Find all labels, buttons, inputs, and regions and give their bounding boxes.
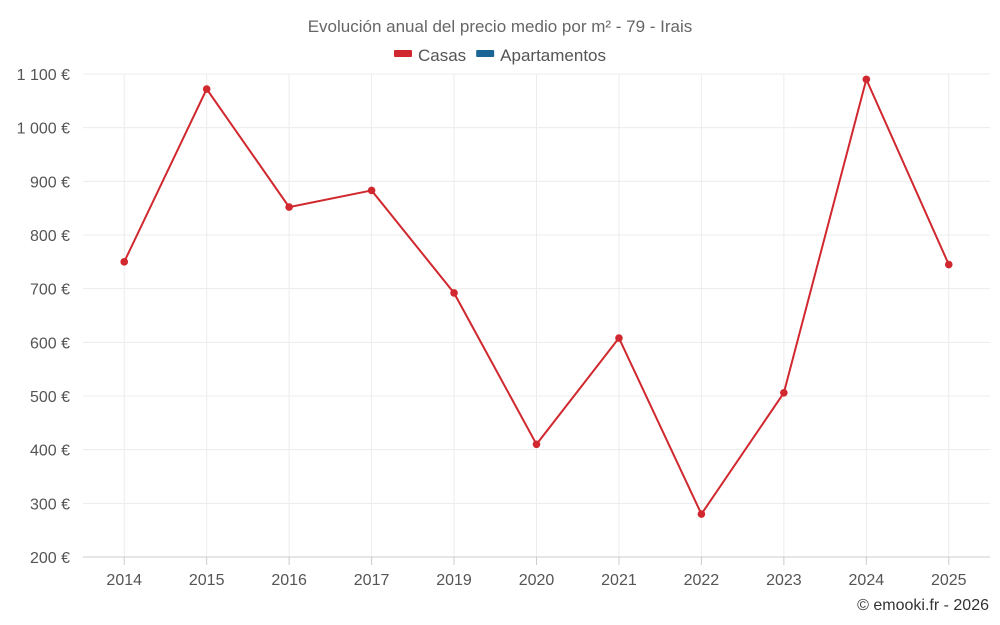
data-point [862,75,871,84]
data-point [450,289,458,297]
y-tick-label: 1 000 € [17,121,70,138]
data-point [780,388,788,397]
y-tick-label: 700 € [30,282,70,299]
y-tick-label: 500 € [30,389,70,406]
data-point [285,203,293,211]
legend-label: Casas [418,46,466,65]
y-tick-label: 1 100 € [17,67,70,84]
data-point [944,260,953,269]
data-point [202,85,211,93]
x-tick-label: 2016 [271,572,307,589]
x-tick-label: 2024 [849,572,885,589]
gridlines [83,73,990,558]
x-tick-label: 2017 [354,572,390,589]
y-tick-label: 200 € [30,550,70,567]
credit-text: © emooki.fr - 2026 [857,597,989,614]
y-tick-label: 800 € [30,228,70,245]
x-tick-label: 2022 [684,572,720,589]
y-tick-label: 600 € [30,335,70,352]
x-tick-label: 2025 [931,572,967,589]
legend-swatch [476,50,495,57]
y-tick-label: 300 € [30,496,70,513]
x-tick-label: 2019 [436,572,472,589]
data-point [367,186,376,195]
legend-swatch [393,50,412,57]
y-tick-label: 900 € [30,174,70,191]
data-point [120,258,129,266]
x-tick-label: 2014 [106,572,142,589]
data-point [615,334,623,342]
legend-item-apartamentos[interactable]: Apartamentos [476,46,606,65]
data-point [532,440,541,449]
x-tick-label: 2023 [766,572,802,589]
legend-label: Apartamentos [500,46,606,65]
legend-item-casas[interactable]: Casas [393,46,466,65]
data-point [697,510,706,518]
axes: 200 € 300 € 400 € 500 € 600 € 700 € 800 € 900 €… [17,67,990,589]
chart-title: Evolución anual del precio medio por m² … [308,17,693,36]
x-tick-label: 2020 [519,572,555,589]
x-tick-label: 2021 [601,572,637,589]
series-layer [120,75,953,518]
legend: Casas Apartamentos [393,46,606,65]
y-tick-label: 400 € [30,443,70,460]
x-tick-label: 2015 [189,572,225,589]
